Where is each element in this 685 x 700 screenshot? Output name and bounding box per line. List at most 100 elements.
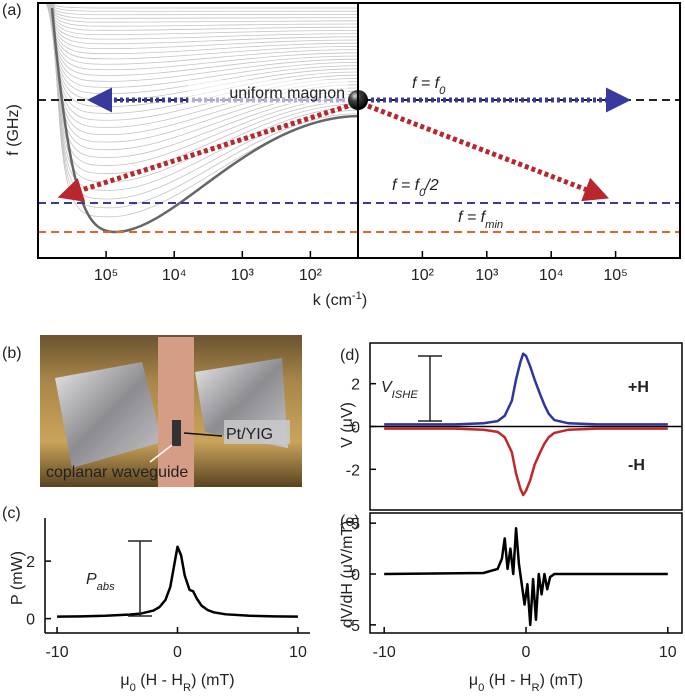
dispersion-curve <box>52 3 358 183</box>
annotation: f = fmin <box>458 209 503 231</box>
y-tick-label: -5 <box>346 618 360 635</box>
x-tick-label: 10³ <box>475 267 499 284</box>
dispersion-curve <box>46 3 358 36</box>
x-tick-label: -10 <box>373 644 396 661</box>
dispersion-curve <box>357 36 358 38</box>
dispersion-curve <box>47 3 358 55</box>
series-line <box>384 427 668 497</box>
arrow <box>57 103 349 202</box>
panel-label: (c) <box>2 505 21 522</box>
dispersion-curve <box>357 56 358 57</box>
x-tick-label: 10 <box>659 644 677 661</box>
x-axis-label: μ0 (H - HR) (mT) <box>120 672 234 694</box>
dispersion-curve <box>48 3 358 76</box>
text-part: f = f <box>412 75 441 92</box>
text-part: (H - H <box>136 672 183 689</box>
dispersion-curve <box>45 3 358 23</box>
x-tick-label: 10² <box>299 267 323 284</box>
text-part: (H - H <box>484 672 531 689</box>
photo-label: coplanar waveguide <box>46 464 188 481</box>
annotation: f = f0/2 <box>392 177 439 199</box>
x-tick-label: -10 <box>45 644 68 661</box>
dispersion-curve <box>357 40 358 41</box>
text-part: ) (mT) <box>540 672 584 689</box>
dispersion-curve <box>357 91 358 92</box>
text-part: 0 <box>419 187 426 199</box>
x-tick-label: 10⁴ <box>539 267 564 284</box>
dispersion-curve <box>357 52 358 54</box>
panel-label: (b) <box>2 345 22 362</box>
bracket-label: Pabs <box>86 571 115 593</box>
dispersion-curve <box>53 3 358 191</box>
text-part: 0 <box>439 85 446 97</box>
series-label: -H <box>628 457 645 474</box>
series-line <box>57 545 298 618</box>
text-part: min <box>485 219 503 231</box>
dispersion-curve <box>47 3 358 50</box>
dispersion-curve <box>357 33 358 35</box>
dispersion-curve <box>357 68 358 70</box>
y-axis-label: P (mW) <box>9 551 26 605</box>
dispersion-curve <box>48 3 358 82</box>
y-tick-label: 5 <box>351 516 360 533</box>
y-axis-label: f (GHz) <box>5 104 22 156</box>
dispersion-curve <box>357 27 358 28</box>
dispersion-curve <box>357 75 358 76</box>
y-tick-label: 0 <box>26 612 35 629</box>
dispersion-curve <box>357 81 358 83</box>
text-part: abs <box>97 581 115 593</box>
dispersion-curve <box>357 49 358 51</box>
panel-label: (a) <box>2 2 22 19</box>
dispersion-curve <box>48 3 358 88</box>
text-part: ) (mT) <box>191 672 235 689</box>
x-axis-label: μ0 (H - HR) (mT) <box>469 672 583 694</box>
y-tick-label: 2 <box>26 554 35 571</box>
dispersion-curve <box>357 84 358 86</box>
y-axis-label: dV/dH (μV/mT) <box>339 520 356 627</box>
x-tick-label: 0 <box>173 644 182 661</box>
text-part: ISHE <box>392 389 419 401</box>
dispersion-curve <box>48 3 358 71</box>
text-part: V <box>381 379 393 396</box>
dispersion-curve <box>45 3 358 16</box>
text-part: 0 <box>478 682 484 694</box>
dispersion-curve <box>46 3 358 31</box>
y-tick-label: 0 <box>351 567 360 584</box>
x-tick-label: 10⁵ <box>603 267 627 284</box>
dispersion-curve <box>45 3 358 19</box>
text-part: P <box>86 571 97 588</box>
dispersion-curve <box>52 3 358 166</box>
waveguide-strip <box>158 337 194 487</box>
text-part: k (cm <box>313 292 352 309</box>
text-part: R <box>183 682 191 694</box>
dispersion-curve <box>46 3 358 40</box>
series-line <box>384 527 668 627</box>
x-tick-label: 10² <box>411 267 435 284</box>
text-part: -1 <box>352 290 362 302</box>
panel-label: (e) <box>340 513 360 530</box>
dispersion-curve <box>52 3 358 174</box>
dispersion-curve <box>53 3 358 209</box>
annotation: uniform magnon <box>229 85 345 102</box>
panel-label: (d) <box>340 347 360 364</box>
dispersion-curve <box>357 62 358 63</box>
sample <box>172 420 181 446</box>
dispersion-curve <box>357 59 358 60</box>
ground-plate <box>55 362 162 468</box>
lowest-branch <box>50 7 358 234</box>
frame <box>357 2 681 259</box>
x-tick-label: 0 <box>522 644 531 661</box>
dispersion-curve <box>357 46 358 47</box>
dispersion-curve <box>357 65 358 67</box>
dispersion-curve <box>47 3 358 65</box>
y-tick-label: 0 <box>351 420 360 437</box>
y-tick-label: -2 <box>346 462 360 479</box>
x-axis-label: k (cm-1) <box>313 290 367 309</box>
dispersion-curve <box>357 11 358 12</box>
curves-right <box>357 11 358 118</box>
y-axis-label: V (μV) <box>339 402 356 448</box>
text-part: f = f <box>392 177 421 194</box>
dispersion-curve <box>46 3 358 12</box>
dispersion-curve <box>357 107 358 108</box>
y-tick-label: 2 <box>351 377 360 394</box>
